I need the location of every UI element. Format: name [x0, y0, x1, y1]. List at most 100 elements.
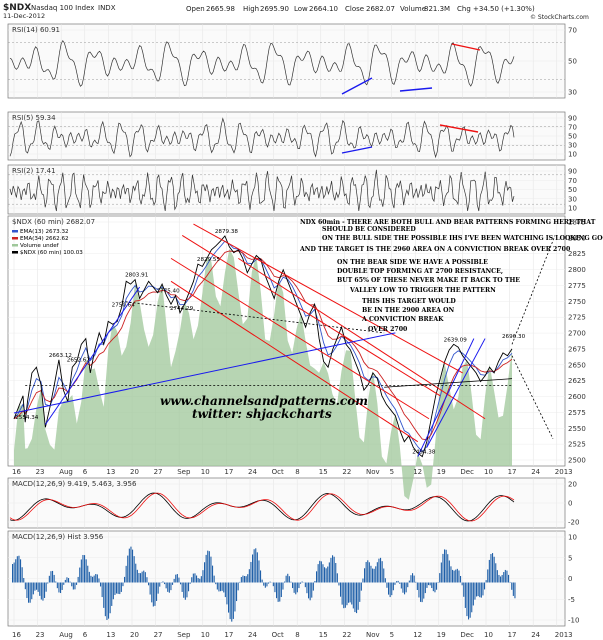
hist-bar [175, 574, 177, 583]
y-tick-label: 2625 [568, 377, 586, 385]
hist-bar [376, 562, 378, 583]
hist-bar [152, 582, 154, 607]
x-tick-label-bottom: 19 [437, 631, 446, 639]
hist-bar [156, 582, 158, 601]
hist-bar [463, 582, 465, 597]
hist-bar [88, 571, 90, 583]
hist-bar [52, 570, 54, 583]
hist-bar [237, 582, 239, 591]
hist-bar [127, 555, 129, 583]
y-tick-label: 2800 [568, 266, 586, 274]
hist-bar [260, 570, 262, 583]
bull-projection-arrow [511, 235, 556, 345]
hist-bar [381, 561, 383, 583]
hist-bar [132, 549, 134, 583]
hist-bar [60, 582, 62, 594]
hist-bar [445, 549, 447, 583]
hist-bar [424, 582, 426, 594]
x-tick-label: Nov [366, 468, 380, 476]
hist-bar [133, 556, 135, 583]
hist-bar [236, 582, 238, 602]
hist-bar [74, 582, 76, 590]
hist-bar [420, 582, 422, 602]
low-value: 2664.10 [309, 5, 338, 13]
hist-bar [36, 582, 38, 590]
volume-area [14, 248, 512, 500]
hist-bar [213, 575, 215, 583]
hist-bar [426, 582, 428, 588]
hist-bar [231, 582, 233, 622]
y-tick-label: 50 [568, 186, 577, 194]
hist-bar [122, 582, 124, 587]
y-tick-label: 2700 [568, 330, 586, 338]
point-label: 2829.55 [197, 257, 221, 263]
hist-bar [130, 546, 132, 583]
x-tick-label-bottom: 10 [484, 631, 493, 639]
exchange: INDX [98, 4, 116, 12]
y-tick-label: 2600 [568, 393, 586, 401]
chart-date: 11-Dec-2012 [3, 12, 45, 20]
x-tick-label: 20 [130, 468, 139, 476]
hist-bar [55, 581, 57, 583]
trend-line [426, 338, 486, 448]
hist-bar [311, 582, 313, 598]
hist-bar [500, 576, 502, 583]
x-tick-label-bottom: Nov [366, 631, 380, 639]
x-tick-label-bottom: 20 [130, 631, 139, 639]
hist-bar [383, 568, 385, 583]
hist-bar [408, 580, 410, 583]
x-tick-label-bottom: 17 [508, 631, 517, 639]
x-tick-label-bottom: 6 [83, 631, 88, 639]
hist-bar [239, 581, 241, 583]
hist-bar [487, 569, 489, 583]
hist-bar [66, 577, 68, 583]
y-tick-label: 2575 [568, 409, 586, 417]
hist-bar [146, 577, 148, 583]
hist-bar [288, 576, 290, 583]
hist-bar [415, 581, 417, 583]
hist-bar [332, 555, 334, 583]
hist-bar [140, 573, 142, 583]
legend-swatch [12, 251, 18, 254]
y-tick-label: 10 [568, 534, 577, 542]
bear-projection-arrow [511, 355, 554, 439]
hist-bar [429, 582, 431, 586]
y-tick-label: 50 [568, 58, 577, 66]
hist-bar [356, 582, 358, 614]
point-label: 2744.29 [170, 306, 194, 312]
hist-bar [458, 570, 460, 583]
hist-bar [472, 582, 474, 606]
point-label: 2663.12 [49, 353, 72, 359]
high-label: High [243, 5, 259, 13]
y-tick-label: -5 [568, 596, 575, 604]
x-tick-label-bottom: Aug [59, 631, 73, 639]
hist-bar [344, 582, 346, 608]
hist-bar [352, 582, 354, 609]
hist-bar [178, 577, 180, 583]
x-tick-label: 27 [154, 468, 163, 476]
x-tick-label: 22 [342, 468, 351, 476]
hist-bar [380, 557, 382, 583]
y-tick-label: 30 [568, 142, 577, 150]
hist-bar [269, 581, 271, 583]
hist-bar [359, 582, 361, 602]
ihs-neckline [384, 378, 513, 388]
hist-bar [173, 578, 175, 583]
hist-bar [340, 582, 342, 597]
y-tick-label: -10 [568, 617, 579, 625]
hist-bar [58, 582, 60, 593]
hist-bar [253, 549, 255, 583]
hist-bar [410, 575, 412, 583]
hist-bar [223, 582, 225, 593]
hist-bar [234, 582, 236, 612]
volume-value: 821.3M [424, 5, 450, 13]
hist-bar [53, 574, 55, 583]
hist-bar [92, 576, 94, 583]
watermark-twitter: twitter: shjackcharts [192, 407, 332, 421]
x-tick-label: 6 [83, 468, 88, 476]
hist-bar [292, 582, 294, 589]
hist-bar [95, 574, 97, 583]
y-tick-label: 2875 [568, 219, 586, 227]
hist-bar [37, 582, 39, 592]
